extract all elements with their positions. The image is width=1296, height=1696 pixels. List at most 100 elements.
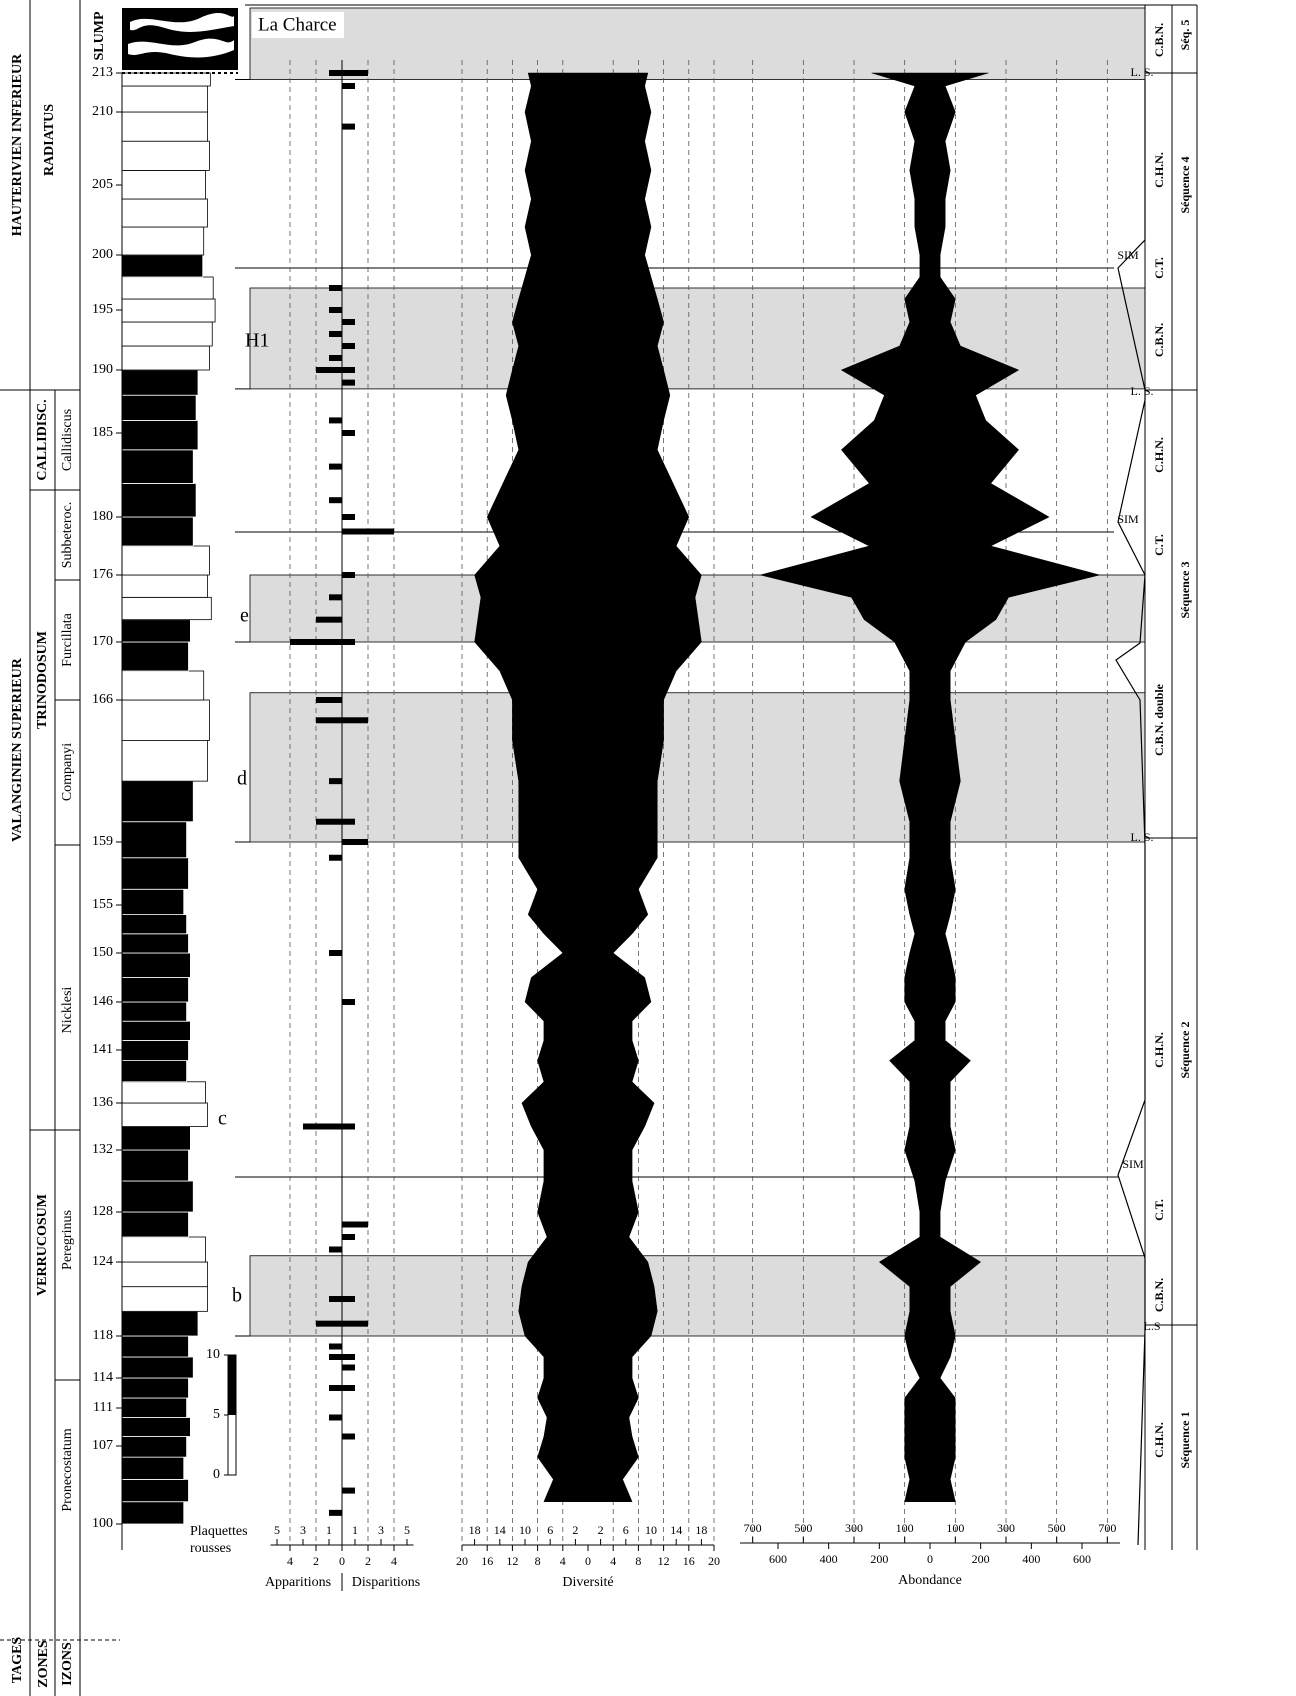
event-bar <box>329 778 342 785</box>
lithology-bed <box>121 169 206 200</box>
event-bar <box>316 717 342 724</box>
x-tick-label: 20 <box>708 1554 720 1568</box>
lithology-bed <box>121 1236 206 1263</box>
scale-tick-label: 0 <box>213 1467 220 1482</box>
x-tick-label: 600 <box>1073 1552 1091 1566</box>
bed-tick-label: 141 <box>92 1042 113 1057</box>
bed-tick-label: 100 <box>92 1516 113 1531</box>
zone-label: TRINODOSUM <box>35 631 50 729</box>
x-tick-label: 16 <box>481 1554 493 1568</box>
surface-label: L. S. <box>1130 830 1153 844</box>
systems-tract: C.B.N. <box>1152 323 1166 357</box>
x-tick-label: 6 <box>547 1523 553 1537</box>
horizon-label: Subbeteroc. <box>60 502 75 568</box>
lithology-bed <box>121 914 187 935</box>
lithology-bed <box>121 641 189 672</box>
event-bar <box>342 999 355 1005</box>
bed-tick-label: 213 <box>92 65 113 80</box>
x-tick-label: 6 <box>623 1523 629 1537</box>
lithology-bed <box>121 1261 208 1288</box>
x-tick-label: 0 <box>585 1554 591 1568</box>
event-bar <box>329 950 342 956</box>
lithology-bed <box>121 72 211 87</box>
lithology-bed <box>121 888 185 916</box>
event-bar <box>342 319 355 325</box>
event-bar <box>316 818 342 825</box>
x-tick-label: 600 <box>769 1552 787 1566</box>
axis-label: Apparitions <box>265 1575 331 1590</box>
x-tick-label: 2 <box>572 1523 578 1537</box>
event-bar <box>329 1246 342 1253</box>
event-bar <box>329 1414 342 1421</box>
lithology-bed <box>121 1417 191 1437</box>
axis-label: Abondance <box>898 1573 962 1588</box>
bed-tick-label: 190 <box>92 362 113 377</box>
x-tick-label: 12 <box>658 1554 670 1568</box>
x-tick-label: 4 <box>391 1554 397 1568</box>
x-tick-label: 16 <box>683 1554 695 1568</box>
x-tick-label: 2 <box>598 1523 604 1537</box>
bed-tick-label: 107 <box>92 1438 113 1453</box>
lithology-bed <box>121 780 194 823</box>
event-bar <box>329 355 342 361</box>
bed-tick-label: 114 <box>93 1370 113 1385</box>
surface-label: L.S <box>1143 1319 1160 1333</box>
section-title: La Charce <box>258 14 337 35</box>
lithology-bed <box>121 1211 189 1238</box>
lithology-bed <box>121 482 197 518</box>
lithology-bed <box>121 1356 194 1379</box>
systems-tract: C.B.N. <box>1152 1278 1166 1312</box>
x-tick-label: 300 <box>845 1521 863 1535</box>
lithology-bed <box>121 226 205 256</box>
label-layer: La Charce SLUMP TAGES ZONES IZONS HAUTER… <box>0 0 1198 1696</box>
event-bar <box>316 367 342 373</box>
event-bar <box>316 616 342 623</box>
spindle-half <box>474 72 589 1502</box>
x-tick-label: 3 <box>300 1523 306 1537</box>
sequence-name: Séquence 3 <box>1178 562 1192 619</box>
event-bar <box>329 1385 342 1391</box>
horizon-label: Nicklesi <box>60 987 75 1034</box>
event-bar <box>329 1343 342 1350</box>
shaded-interval <box>249 1255 1146 1337</box>
systems-tract: C.T. <box>1152 534 1166 556</box>
event-bar <box>342 528 394 535</box>
x-tick-label: 500 <box>794 1521 812 1535</box>
x-tick-label: 20 <box>456 1554 468 1568</box>
event-label: d <box>237 768 247 790</box>
axis-label: Disparitions <box>352 1575 420 1590</box>
bed-tick-label: 132 <box>92 1142 113 1157</box>
lithology-bed <box>121 1310 199 1337</box>
lithology-bed <box>121 933 189 954</box>
event-bar <box>342 639 355 645</box>
surface-label: SIM <box>1122 1157 1144 1171</box>
lithology-bed <box>121 857 189 890</box>
event-bar <box>342 1385 355 1391</box>
sequence-curve <box>1115 80 1146 1546</box>
event-bar <box>342 123 355 130</box>
lithology-bed <box>121 394 197 421</box>
x-tick-label: 0 <box>339 1554 345 1568</box>
event-bar <box>342 1234 355 1240</box>
lithology-bed <box>121 574 208 598</box>
scale-fill <box>228 1355 236 1415</box>
lithology-bed <box>121 1456 185 1480</box>
lithology-bed <box>121 619 191 643</box>
event-label: b <box>232 1285 242 1307</box>
stage-label: HAUTERIVIEN INFERIEUR <box>10 53 25 236</box>
lithology-bed <box>121 1020 191 1041</box>
bed-tick-label: 159 <box>92 834 113 849</box>
x-tick-label: 5 <box>274 1523 280 1537</box>
event-bar <box>329 594 342 601</box>
x-tick-label: 4 <box>560 1554 566 1568</box>
x-tick-label: 0 <box>927 1552 933 1566</box>
event-bar <box>342 818 355 825</box>
spindle-half <box>760 72 931 1502</box>
event-bar <box>316 697 342 703</box>
zone-label: RADIATUS <box>42 104 57 176</box>
lithology-bed <box>121 821 187 859</box>
event-label: c <box>218 1108 227 1130</box>
x-tick-label: 2 <box>365 1554 371 1568</box>
